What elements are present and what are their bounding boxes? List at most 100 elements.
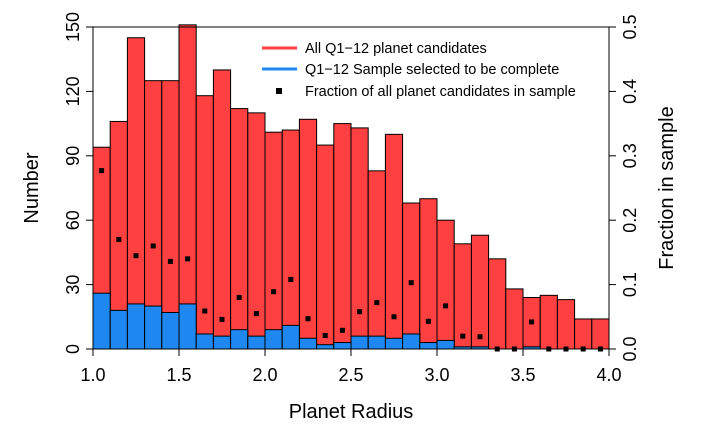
bar-sample-5 xyxy=(178,303,197,350)
bar-all-15 xyxy=(350,127,369,350)
bar-all-2 xyxy=(126,37,146,350)
x-axis: 1.0 1.5 2.0 2.5 3.0 3.5 4.0 xyxy=(80,349,622,385)
bar-sample-7 xyxy=(212,335,232,350)
fraction-point-20 xyxy=(443,303,449,309)
y-tick-label-right: 0.1 xyxy=(620,272,640,297)
bars-all-candidates xyxy=(92,24,610,350)
y-tick-label-left: 150 xyxy=(63,12,83,42)
fraction-point-8 xyxy=(236,294,242,300)
y-tick-label-left: 120 xyxy=(63,76,83,106)
bar-sample-10 xyxy=(264,329,283,350)
bar-all-26 xyxy=(539,294,558,350)
bar-all-22 xyxy=(470,234,490,350)
bar-all-7 xyxy=(212,69,232,350)
x-tick-label: 4.0 xyxy=(596,365,621,385)
fraction-point-12 xyxy=(305,316,311,322)
legend-label: All Q1−12 planet candidates xyxy=(305,41,487,57)
bar-sample-4 xyxy=(161,312,180,350)
y-axis-label-right: Fraction in sample xyxy=(656,106,678,269)
bar-sample-9 xyxy=(247,335,266,350)
y-tick-label-left: 0 xyxy=(63,344,83,354)
fraction-point-18 xyxy=(408,280,414,286)
fraction-point-3 xyxy=(150,243,156,249)
bar-all-8 xyxy=(230,108,249,350)
x-tick-label: 1.5 xyxy=(166,365,191,385)
bar-all-18 xyxy=(402,202,421,350)
fraction-point-1 xyxy=(116,237,122,243)
bar-all-27 xyxy=(556,299,576,350)
bar-all-19 xyxy=(419,198,438,350)
y-axis-label-left: Number xyxy=(21,152,43,223)
bar-sample-20 xyxy=(436,339,455,350)
bars-complete-sample xyxy=(92,292,541,350)
legend-label: Fraction of all planet candidates in sam… xyxy=(305,84,576,100)
fraction-point-21 xyxy=(460,333,466,339)
bar-all-28 xyxy=(574,318,593,350)
fraction-point-25 xyxy=(529,319,535,325)
legend-label: Q1−12 Sample selected to be complete xyxy=(305,62,559,78)
y-axis-right: 0.0 0.1 0.2 0.3 0.4 0.5 xyxy=(609,14,640,362)
bar-sample-11 xyxy=(281,324,300,350)
bar-sample-2 xyxy=(126,303,146,350)
fraction-point-5 xyxy=(185,256,191,262)
bar-sample-17 xyxy=(384,337,404,350)
y-tick-label-right: 0.4 xyxy=(620,79,640,104)
fraction-point-13 xyxy=(322,332,328,338)
fraction-point-17 xyxy=(391,314,397,320)
fraction-point-6 xyxy=(202,308,208,314)
bar-all-23 xyxy=(488,258,507,350)
fraction-point-15 xyxy=(357,309,363,315)
fraction-point-11 xyxy=(288,276,294,282)
fraction-point-14 xyxy=(339,327,345,333)
bar-sample-1 xyxy=(109,309,128,350)
y-tick-label-right: 0.2 xyxy=(620,208,640,233)
fraction-point-4 xyxy=(167,258,173,264)
y-tick-label-right: 0.3 xyxy=(620,143,640,168)
bar-sample-19 xyxy=(419,342,438,350)
bar-sample-8 xyxy=(230,329,249,350)
fraction-point-2 xyxy=(133,253,139,259)
x-tick-label: 3.5 xyxy=(510,365,535,385)
bar-sample-14 xyxy=(333,342,352,350)
bar-all-24 xyxy=(505,288,524,350)
bar-sample-16 xyxy=(367,335,386,350)
x-tick-label: 1.0 xyxy=(80,365,105,385)
fraction-point-0 xyxy=(99,168,105,174)
bar-sample-3 xyxy=(144,305,163,350)
fraction-point-22 xyxy=(477,334,483,340)
bar-sample-6 xyxy=(195,333,214,350)
y-axis-left: 0 30 60 90 120 150 xyxy=(63,12,93,354)
y-tick-label-left: 30 xyxy=(63,275,83,295)
x-tick-label: 2.5 xyxy=(338,365,363,385)
fraction-point-7 xyxy=(219,316,225,322)
y-tick-label-left: 60 xyxy=(63,210,83,230)
fraction-point-19 xyxy=(425,318,431,324)
bar-all-14 xyxy=(333,123,352,350)
bar-all-4 xyxy=(161,80,180,350)
bar-sample-0 xyxy=(92,292,111,350)
bar-all-29 xyxy=(591,318,610,350)
fraction-point-10 xyxy=(271,289,277,295)
bar-all-11 xyxy=(281,129,300,350)
y-tick-label-left: 90 xyxy=(63,146,83,166)
y-tick-label-right: 0.5 xyxy=(620,14,640,39)
y-tick-label-right: 0.0 xyxy=(620,336,640,361)
bar-sample-15 xyxy=(350,335,369,350)
legend-marker xyxy=(276,88,282,94)
bar-all-20 xyxy=(436,219,455,350)
bar-sample-13 xyxy=(316,344,335,350)
fraction-point-9 xyxy=(253,311,259,317)
bar-all-12 xyxy=(298,118,318,350)
bar-all-5 xyxy=(178,24,197,350)
bar-sample-18 xyxy=(402,333,421,350)
bar-all-13 xyxy=(316,144,335,350)
x-axis-label: Planet Radius xyxy=(289,401,414,423)
bar-all-16 xyxy=(367,170,386,350)
bar-all-10 xyxy=(264,131,283,350)
legend: All Q1−12 planet candidates Q1−12 Sample … xyxy=(262,41,576,100)
x-tick-label: 3.0 xyxy=(424,365,449,385)
bar-sample-12 xyxy=(298,337,318,350)
fraction-point-16 xyxy=(374,300,380,306)
x-tick-label: 2.0 xyxy=(252,365,277,385)
